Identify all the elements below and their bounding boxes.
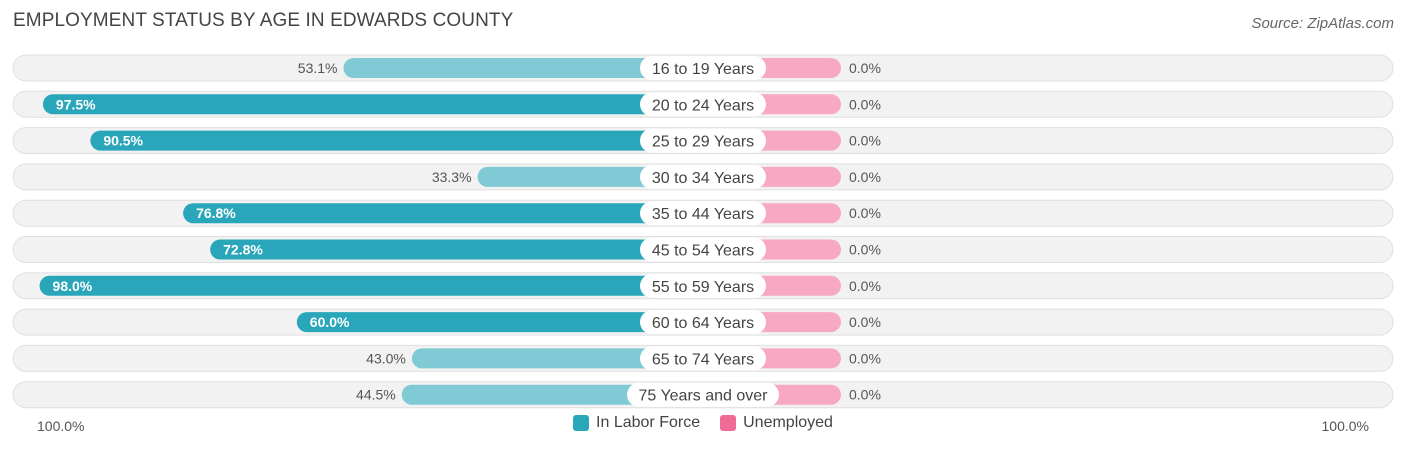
chart-row: 53.1% 16 to 19 Years 0.0% <box>12 54 1394 82</box>
labor-force-bar <box>42 94 704 115</box>
category-pill <box>640 346 766 371</box>
unemployed-value-label: 0.0% <box>849 205 881 221</box>
legend-item-labor-force: In Labor Force <box>573 414 700 432</box>
chart-legend: In Labor Force Unemployed <box>0 414 1406 432</box>
labor-force-bar <box>90 130 703 151</box>
unemployed-value-label: 0.0% <box>849 169 881 185</box>
labor-force-bar <box>411 348 703 369</box>
chart-row: 72.8% 45 to 54 Years 0.0% <box>12 236 1394 263</box>
labor-force-value-label: 90.5% <box>103 133 143 149</box>
legend-label-labor-force: In Labor Force <box>596 414 701 431</box>
labor-force-value-label: 98.0% <box>53 278 93 294</box>
legend-swatch-unemployed <box>720 415 737 431</box>
chart-row: 97.5% 20 to 24 Years 0.0% <box>12 90 1394 118</box>
labor-force-bar <box>183 203 704 224</box>
category-label: 30 to 34 Years <box>652 170 754 187</box>
labor-force-value-label: 76.8% <box>196 205 236 221</box>
unemployed-value-label: 0.0% <box>849 314 881 330</box>
category-label: 16 to 19 Years <box>652 61 754 78</box>
category-label: 25 to 29 Years <box>652 134 754 151</box>
labor-force-value-label: 97.5% <box>56 96 96 112</box>
unemployed-value-label: 0.0% <box>849 133 881 149</box>
category-label: 75 Years and over <box>639 388 769 405</box>
category-pill <box>640 310 766 335</box>
unemployed-value-label: 0.0% <box>849 242 881 258</box>
chart-row: 44.5% 75 Years and over 0.0% <box>12 381 1394 409</box>
legend-label-unemployed: Unemployed <box>743 414 833 431</box>
labor-force-value-label: 33.3% <box>432 169 472 185</box>
labor-force-value-label: 60.0% <box>310 314 350 330</box>
labor-force-value-label: 72.8% <box>223 242 263 258</box>
labor-force-bar <box>39 275 704 296</box>
category-pill <box>640 92 766 117</box>
chart-row: 98.0% 55 to 59 Years 0.0% <box>12 272 1394 300</box>
employment-chart: 53.1% 16 to 19 Years 0.0% 97.5% 20 to 24 Yea… <box>12 54 1394 409</box>
unemployed-value-label: 0.0% <box>849 350 881 366</box>
unemployed-value-label: 0.0% <box>849 60 881 76</box>
category-pill <box>640 273 766 298</box>
category-pill <box>627 382 779 407</box>
labor-force-value-label: 44.5% <box>356 387 396 403</box>
category-pill <box>640 164 766 189</box>
labor-force-bar <box>401 384 703 405</box>
chart-row: 43.0% 65 to 74 Years 0.0% <box>12 344 1394 372</box>
unemployed-value-label: 0.0% <box>849 96 881 112</box>
chart-row: 33.3% 30 to 34 Years 0.0% <box>12 163 1394 191</box>
legend-item-unemployed: Unemployed <box>720 414 833 432</box>
category-label: 35 to 44 Years <box>652 206 754 223</box>
unemployed-value-label: 0.0% <box>849 387 881 403</box>
labor-force-bar <box>296 312 703 333</box>
category-pill <box>640 201 766 226</box>
category-label: 55 to 59 Years <box>652 279 754 296</box>
axis-right-label: 100.0% <box>1321 418 1369 434</box>
chart-row: 90.5% 25 to 29 Years 0.0% <box>12 127 1394 155</box>
legend-swatch-labor-force <box>573 415 590 431</box>
chart-row: 76.8% 35 to 44 Years 0.0% <box>12 199 1394 227</box>
labor-force-bar <box>210 239 704 260</box>
unemployed-value-label: 0.0% <box>849 278 881 294</box>
chart-title: EMPLOYMENT STATUS BY AGE IN EDWARDS COUN… <box>13 10 514 31</box>
category-pill <box>640 128 766 153</box>
axis-left-label: 100.0% <box>37 418 85 434</box>
category-pill <box>640 237 766 262</box>
category-label: 20 to 24 Years <box>652 97 754 114</box>
labor-force-value-label: 53.1% <box>298 60 338 76</box>
category-pill <box>640 56 766 80</box>
labor-force-bar <box>343 58 703 78</box>
labor-force-value-label: 43.0% <box>366 350 406 366</box>
category-label: 60 to 64 Years <box>652 315 754 332</box>
category-label: 45 to 54 Years <box>652 243 754 260</box>
chart-source: Source: ZipAtlas.com <box>1251 15 1394 32</box>
category-label: 65 to 74 Years <box>652 351 754 368</box>
chart-row: 60.0% 60 to 64 Years 0.0% <box>12 308 1394 336</box>
